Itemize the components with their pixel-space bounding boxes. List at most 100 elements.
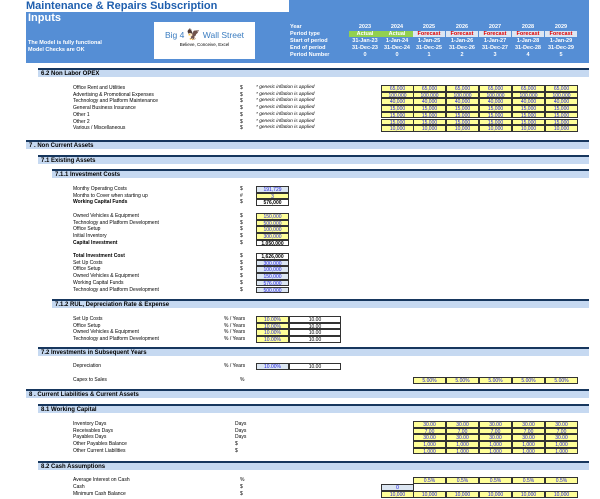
capex-input-cell[interactable]: 5.00% — [512, 377, 545, 384]
opex-input-cell[interactable]: 15,000 — [479, 105, 512, 112]
min-cash-input-cell[interactable]: 10,000 — [512, 491, 545, 498]
capex-input-cell[interactable]: 5.00% — [479, 377, 512, 384]
opex-input-cell[interactable]: 10,000 — [446, 125, 479, 132]
opex-input-cell[interactable]: 10,000 — [413, 125, 446, 132]
investment-value-cell[interactable]: 3 — [256, 192, 289, 200]
working-capital-cell[interactable]: 1,000 — [545, 447, 578, 455]
working-capital-cell[interactable]: 30.00 — [545, 434, 578, 441]
opex-input-cell[interactable]: 15,000 — [381, 111, 414, 119]
investment-value-cell[interactable]: 150,000 — [256, 213, 289, 220]
working-capital-cell[interactable]: 30.00 — [413, 421, 446, 428]
opex-input-cell[interactable]: 100,000 — [446, 91, 479, 99]
min-cash-input-cell[interactable]: 10,000 — [545, 491, 578, 498]
working-capital-cell[interactable]: 1,000 — [446, 447, 479, 455]
opex-input-cell[interactable]: 15,000 — [545, 111, 578, 119]
depreciation-rate-cell[interactable]: 10.00% — [256, 322, 289, 330]
opex-input-cell[interactable]: 15,000 — [381, 105, 414, 112]
opex-input-cell[interactable]: 15,000 — [512, 111, 545, 119]
working-capital-cell[interactable]: 30.00 — [512, 421, 545, 428]
investment-value-cell[interactable]: 300,000 — [256, 233, 289, 240]
depreciation-rate-cell[interactable]: 10.00% — [256, 329, 289, 336]
opex-input-cell[interactable]: 15,000 — [446, 111, 479, 119]
working-capital-cell[interactable]: 7.00 — [446, 427, 479, 435]
working-capital-cell[interactable]: 30.00 — [512, 434, 545, 441]
opex-input-cell[interactable]: 100,000 — [545, 91, 578, 99]
working-capital-cell[interactable]: 30.00 — [446, 421, 479, 428]
year-cell: 2025 — [422, 24, 436, 30]
opex-input-cell[interactable]: 15,000 — [512, 118, 545, 126]
unit-label: $ — [240, 279, 243, 286]
working-capital-cell[interactable]: 1,000 — [512, 441, 545, 448]
investment-value-cell[interactable]: 500,000 — [256, 219, 289, 227]
interest-input-cell[interactable]: 0.5% — [413, 477, 446, 484]
period-type-cell: Forecast — [512, 31, 544, 37]
working-capital-cell[interactable]: 7.00 — [512, 427, 545, 435]
opex-input-cell[interactable]: 15,000 — [512, 105, 545, 112]
min-cash-input-cell[interactable]: 10,000 — [446, 491, 479, 498]
opex-input-cell[interactable]: 40,000 — [479, 98, 512, 105]
working-capital-cell[interactable]: 30.00 — [446, 434, 479, 441]
working-capital-cell[interactable]: 30.00 — [545, 421, 578, 428]
start-date-cell: 1-Jan-26 — [450, 38, 474, 44]
min-cash-input-cell[interactable]: 10,000 — [479, 491, 512, 498]
interest-input-cell[interactable]: 0.5% — [512, 477, 545, 484]
working-capital-cell[interactable]: 7.00 — [545, 427, 578, 435]
period-type-cell: Forecast — [545, 31, 577, 37]
opex-input-cell[interactable]: 100,000 — [479, 91, 512, 99]
working-capital-cell[interactable]: 1,000 — [413, 441, 446, 448]
opex-input-cell[interactable]: 15,000 — [413, 111, 446, 119]
end-date-cell: 31-Dec-28 — [515, 45, 541, 51]
opex-input-cell[interactable]: 40,000 — [545, 98, 578, 105]
opex-input-cell[interactable]: 15,000 — [381, 118, 414, 126]
opex-input-cell[interactable]: 10,000 — [545, 125, 578, 132]
opex-input-cell[interactable]: 15,000 — [413, 105, 446, 112]
working-capital-cell[interactable]: 30.00 — [479, 421, 512, 428]
working-capital-cell[interactable]: 30.00 — [479, 434, 512, 441]
opex-input-cell[interactable]: 100,000 — [512, 91, 545, 99]
capex-input-cell[interactable]: 5.00% — [446, 377, 479, 384]
working-capital-cell[interactable]: 1,000 — [545, 441, 578, 448]
opex-input-cell[interactable]: 15,000 — [545, 105, 578, 112]
depreciation-rate-cell[interactable]: 10.00% — [256, 316, 289, 323]
working-capital-cell[interactable]: 1,000 — [479, 441, 512, 448]
working-capital-cell[interactable]: 7.00 — [479, 427, 512, 435]
opex-input-cell[interactable]: 40,000 — [512, 98, 545, 105]
opex-input-cell[interactable]: 40,000 — [413, 98, 446, 105]
working-capital-cell[interactable]: 1,000 — [446, 441, 479, 448]
unit-label: $ — [240, 491, 243, 497]
opex-input-cell[interactable]: 15,000 — [446, 105, 479, 112]
opex-input-cell[interactable]: 65,000 — [413, 85, 446, 92]
capex-input-cell[interactable]: 5.00% — [413, 377, 446, 384]
opex-input-cell[interactable]: 65,000 — [446, 85, 479, 92]
opex-input-cell[interactable]: 100,000 — [381, 91, 414, 99]
opex-input-cell[interactable]: 15,000 — [479, 111, 512, 119]
opex-input-cell[interactable]: 65,000 — [479, 85, 512, 92]
opex-input-cell[interactable]: 10,000 — [381, 125, 414, 132]
opex-input-cell[interactable]: 10,000 — [479, 125, 512, 132]
opex-input-cell[interactable]: 40,000 — [381, 98, 414, 105]
working-capital-cell[interactable]: 1,000 — [479, 447, 512, 455]
opex-input-cell[interactable]: 65,000 — [381, 85, 414, 92]
opex-input-cell[interactable]: 40,000 — [446, 98, 479, 105]
opex-input-cell[interactable]: 15,000 — [413, 118, 446, 126]
min-cash-input-cell[interactable]: 10,000 — [413, 491, 446, 498]
opex-input-cell[interactable]: 65,000 — [545, 85, 578, 92]
interest-input-cell[interactable]: 0.5% — [479, 477, 512, 484]
interest-input-cell[interactable]: 0.5% — [545, 477, 578, 484]
opex-input-cell[interactable]: 10,000 — [512, 125, 545, 132]
opex-input-cell[interactable]: 15,000 — [479, 118, 512, 126]
investment-value-cell[interactable]: 100,000 — [256, 226, 289, 233]
working-capital-cell[interactable]: 7.00 — [413, 427, 446, 435]
working-capital-cell[interactable]: 30.00 — [413, 434, 446, 441]
opex-input-cell[interactable]: 100,000 — [413, 91, 446, 99]
section-7-1-1-header: 7.1.1 Investment Costs — [52, 169, 589, 178]
interest-input-cell[interactable]: 0.5% — [446, 477, 479, 484]
working-capital-cell[interactable]: 1,000 — [512, 447, 545, 455]
opex-input-cell[interactable]: 15,000 — [545, 118, 578, 126]
min-cash-input-cell[interactable]: 10,000 — [381, 491, 414, 498]
working-capital-cell[interactable]: 1,000 — [413, 447, 446, 455]
opex-input-cell[interactable]: 65,000 — [512, 85, 545, 92]
opex-input-cell[interactable]: 15,000 — [446, 118, 479, 126]
depreciation-rate-cell[interactable]: 10.00% — [256, 336, 289, 343]
capex-input-cell[interactable]: 5.00% — [545, 377, 578, 384]
